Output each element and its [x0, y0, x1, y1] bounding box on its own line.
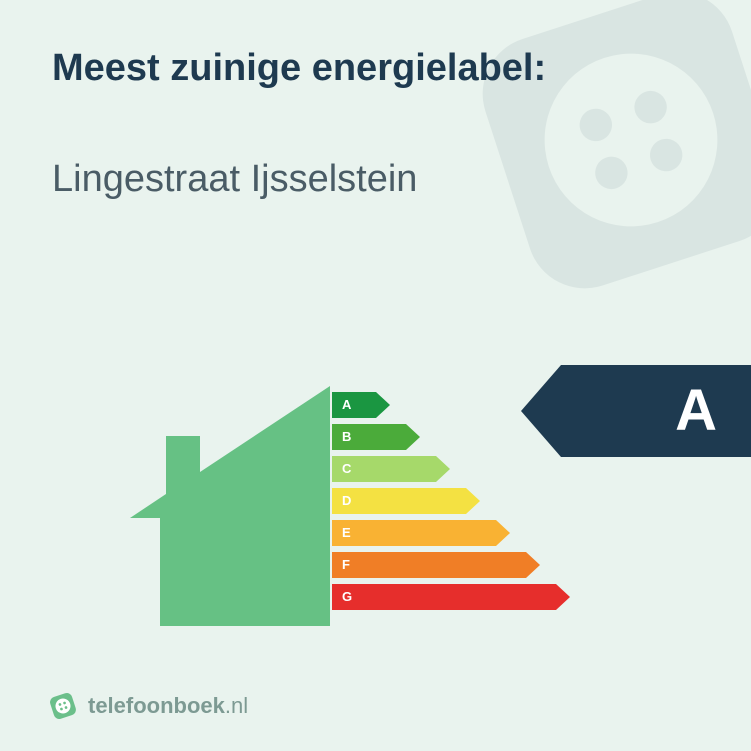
bar-label: A	[342, 392, 351, 418]
bar-shape	[332, 392, 390, 418]
bar-label: F	[342, 552, 350, 578]
bar-shape	[332, 584, 570, 610]
footer-brand-bold: telefoonboek	[88, 693, 225, 718]
footer-brand-tld: .nl	[225, 693, 248, 718]
card-subtitle: Lingestraat Ijsselstein	[52, 158, 699, 201]
bar-shape	[332, 488, 480, 514]
card-title: Meest zuinige energielabel:	[52, 48, 699, 90]
footer-brand-text: telefoonboek.nl	[88, 693, 248, 719]
bar-shape	[332, 552, 540, 578]
footer-logo-icon	[48, 691, 78, 721]
house-icon	[130, 386, 330, 626]
energy-label-card: Meest zuinige energielabel: Lingestraat …	[0, 0, 751, 751]
footer: telefoonboek.nl	[48, 691, 248, 721]
bar-label: E	[342, 520, 351, 546]
bar-shape	[332, 520, 510, 546]
result-badge: A	[521, 365, 751, 457]
bar-label: G	[342, 584, 352, 610]
result-letter: A	[675, 365, 717, 457]
bar-label: D	[342, 488, 351, 514]
bar-label: B	[342, 424, 351, 450]
bar-label: C	[342, 456, 351, 482]
